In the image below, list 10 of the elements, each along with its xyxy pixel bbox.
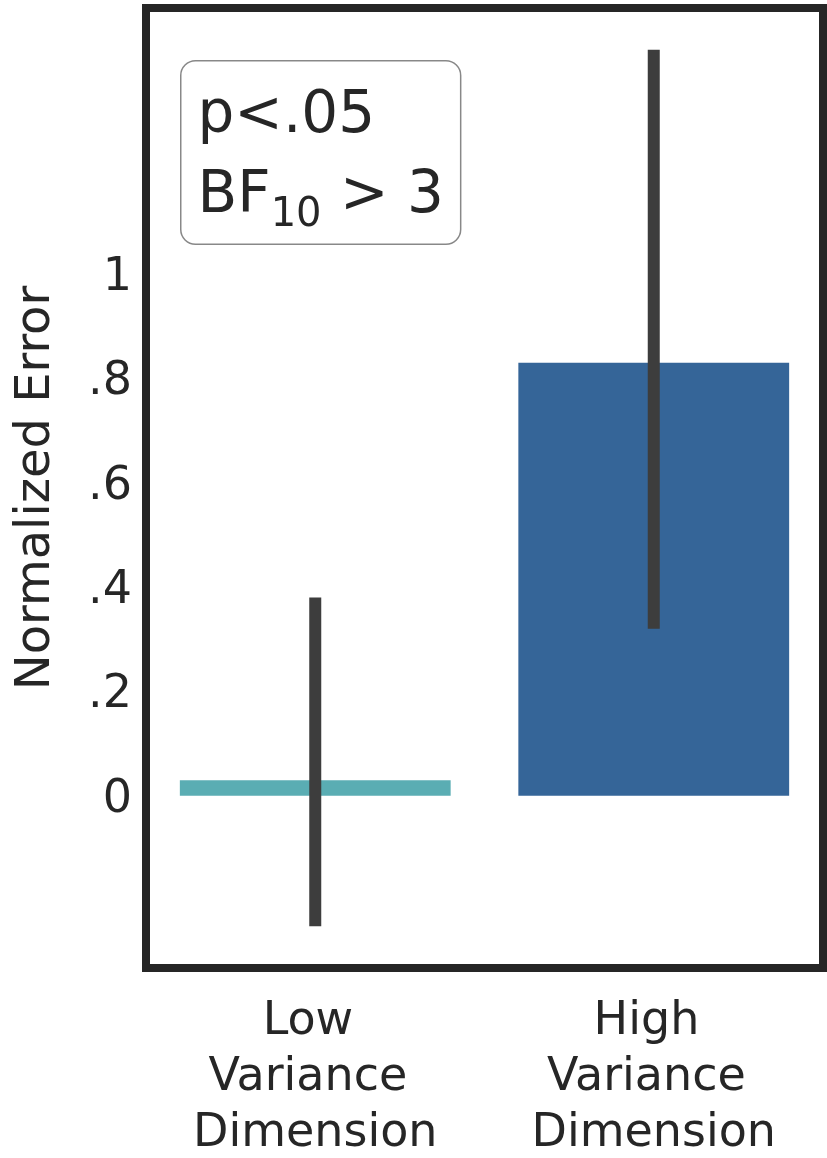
y-axis-title: Normalized Error	[4, 285, 60, 691]
y-tick-label: .8	[88, 351, 132, 406]
y-tick-label: .6	[88, 455, 132, 510]
x-tick-label: Low Variance Dimension	[192, 991, 438, 1157]
y-tick-label: .4	[88, 560, 132, 615]
x-tick-label: High Variance Dimension	[531, 991, 777, 1157]
y-tick-label: 1	[102, 247, 132, 302]
annotation: p<.05	[197, 77, 376, 146]
y-tick-label: .2	[88, 664, 132, 719]
y-tick-label: 0	[102, 768, 132, 823]
